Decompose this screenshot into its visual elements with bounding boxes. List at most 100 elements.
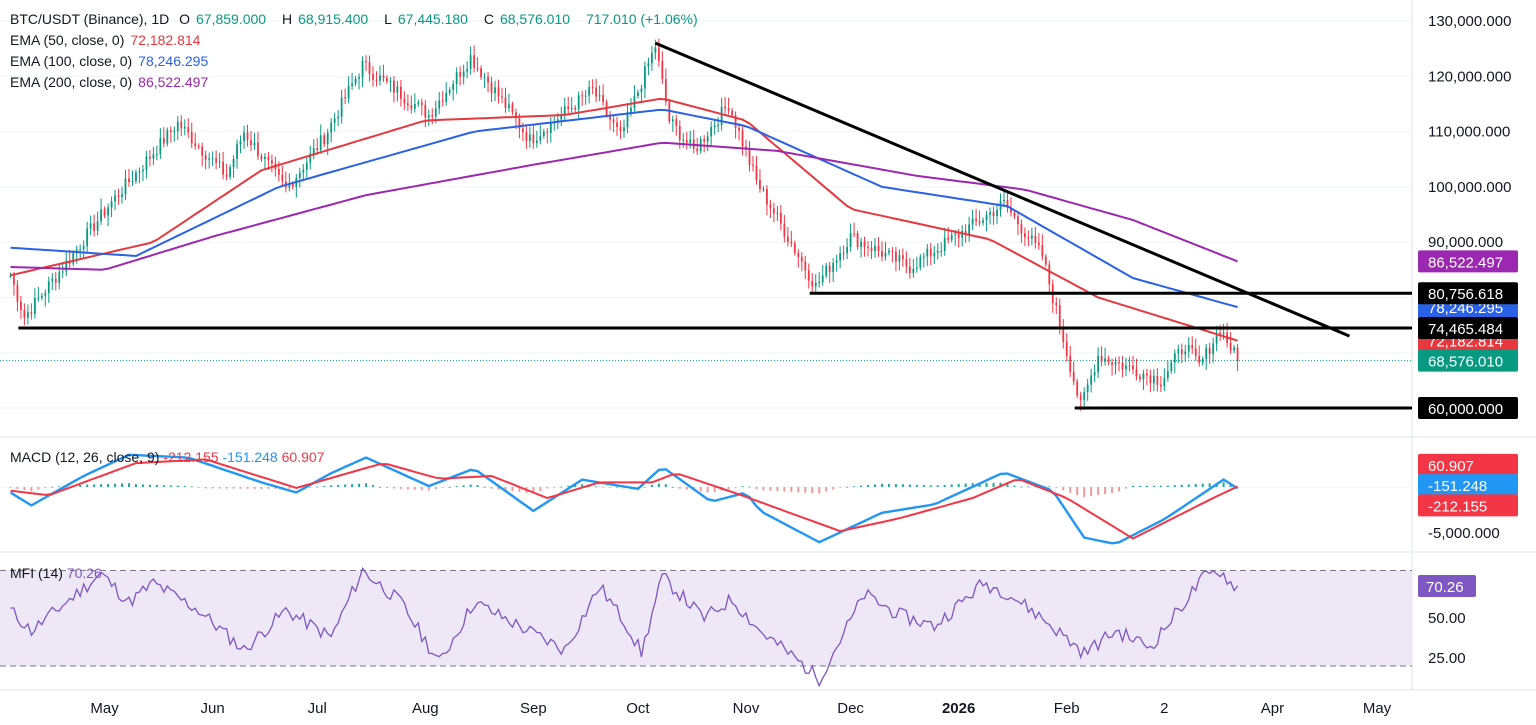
candle-body	[814, 282, 817, 287]
macd-histogram-bar	[155, 484, 158, 487]
candle-body	[678, 126, 681, 140]
candle-body	[623, 127, 625, 132]
candle-body	[215, 158, 218, 163]
candle-body	[389, 80, 392, 82]
candle-body	[1170, 362, 1173, 372]
candle-body	[720, 106, 723, 125]
macd-histogram-bar	[992, 482, 995, 487]
symbol-title[interactable]: BTC/USDT (Binance), 1D	[10, 11, 170, 27]
candle-body	[1222, 332, 1225, 335]
candle-body	[821, 275, 824, 283]
mfi-legend[interactable]: MFI (14) 70.26	[10, 563, 102, 584]
ema200-legend-row[interactable]: EMA (200, close, 0) 86,522.497	[10, 72, 704, 93]
ema100-legend-row[interactable]: EMA (100, close, 0) 78,246.295	[10, 51, 704, 72]
macd-line-axis-label-bg	[1418, 474, 1518, 497]
candle-body	[929, 248, 932, 257]
candle-body	[556, 119, 559, 122]
macd-histogram-bar	[929, 485, 932, 487]
candle-body	[766, 188, 768, 205]
macd-signal-line[interactable]	[10, 458, 1239, 540]
time-axis-label: Sep	[520, 700, 547, 717]
mfi-line[interactable]	[10, 566, 1239, 688]
mfi-legend-label: MFI (14)	[10, 565, 63, 581]
candle-body	[1121, 362, 1124, 370]
candle-body	[344, 97, 347, 99]
macd-histogram-bar	[1083, 487, 1086, 498]
macd-histogram-bar	[727, 487, 730, 490]
candle-body	[194, 143, 197, 147]
candle-body	[581, 95, 584, 97]
macd-histogram-bar	[971, 483, 974, 487]
macd-histogram-bar	[141, 484, 144, 487]
candle-body	[633, 95, 636, 108]
candle-body	[466, 68, 469, 72]
candle-body	[912, 268, 915, 273]
mfi-axis-label-bg	[1418, 575, 1476, 597]
candle-body	[236, 144, 238, 159]
macd-histogram-bar	[1187, 484, 1190, 487]
candle-body	[431, 115, 434, 117]
candle-body	[832, 262, 835, 273]
candle-body	[609, 114, 611, 120]
close-label: C	[483, 11, 494, 27]
macd-histogram-bar	[818, 487, 821, 494]
candle-body	[361, 61, 364, 78]
candle-body	[769, 204, 772, 209]
macd-legend[interactable]: MACD (12, 26, close, 9) -212.155 -151.24…	[10, 447, 324, 468]
candle-body	[933, 252, 936, 257]
macd-histogram-bar	[197, 487, 200, 488]
candle-body	[731, 110, 733, 116]
candle-body	[1100, 356, 1103, 362]
macd-histogram-bar	[1145, 485, 1148, 487]
macd-histogram-bar	[748, 486, 751, 488]
macd-histogram-bar	[344, 484, 347, 487]
candle-body	[211, 158, 214, 160]
candle-body	[570, 107, 573, 110]
macd-signal-axis-label: 60.907	[1428, 458, 1474, 475]
candle-body	[476, 67, 479, 69]
macd-histogram-bar	[602, 487, 605, 488]
candle-body	[330, 122, 333, 133]
candle-body	[1149, 375, 1152, 384]
macd-histogram-bar	[755, 487, 758, 489]
candle-body	[574, 107, 577, 110]
candle-body	[1156, 375, 1159, 385]
candle-body	[996, 209, 998, 217]
candle-body	[187, 127, 190, 133]
candle-body	[145, 156, 148, 170]
ema50-legend-row[interactable]: EMA (50, close, 0) 72,182.814	[10, 30, 704, 51]
candle-body	[135, 172, 137, 182]
macd-histogram-bar	[609, 487, 612, 488]
macd-histogram-bar	[1125, 487, 1128, 489]
candle-body	[121, 194, 123, 197]
macd-histogram-bar	[204, 487, 207, 489]
candle-body	[1055, 303, 1058, 306]
macd-histogram-bar	[121, 483, 124, 487]
low-value: 67,445.180	[397, 11, 468, 27]
ema200-line[interactable]	[10, 141, 1238, 271]
candle-body	[874, 245, 876, 252]
candle-body	[724, 106, 727, 109]
candle-body	[644, 66, 646, 89]
macd-histogram-bar	[288, 487, 291, 489]
mfi-legend-value: 70.26	[66, 565, 102, 581]
macd-histogram-bar	[999, 482, 1002, 487]
candle-body	[159, 137, 162, 155]
macd-line[interactable]	[9, 453, 1239, 545]
ema50-line[interactable]	[10, 97, 1238, 342]
macd-histogram-bar	[23, 487, 26, 491]
candle-body	[180, 121, 183, 129]
trendline[interactable]	[654, 41, 1351, 338]
candle-body	[797, 252, 800, 257]
ema100-line[interactable]	[10, 108, 1238, 309]
macd-histogram-bar	[406, 487, 409, 490]
candle-body	[260, 156, 263, 160]
macd-histogram-bar	[176, 485, 179, 487]
macd-histogram-bar	[1201, 483, 1204, 487]
price-axis-tick: 130,000.000	[1428, 13, 1511, 30]
macd-histogram-bar	[1159, 485, 1162, 487]
macd-histogram-bar	[1118, 487, 1121, 492]
macd-histogram-bar	[183, 485, 186, 487]
candle-body	[881, 251, 883, 257]
